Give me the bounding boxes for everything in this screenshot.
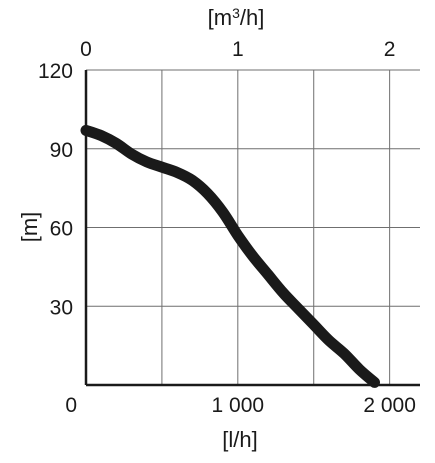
y-axis-label: [m] — [17, 212, 42, 243]
x-tick-label-top: 0 — [80, 38, 92, 61]
y-tick-label: 90 — [50, 139, 73, 162]
x-tick-label-top: 1 — [232, 38, 244, 61]
series — [80, 124, 380, 388]
y-tick-label: 0 — [65, 394, 77, 417]
y-tick-label: 30 — [50, 296, 73, 319]
grid — [86, 69, 420, 385]
x-axis-top-label: [m3/h] — [208, 5, 265, 30]
series-line — [80, 124, 380, 388]
x-axis-bottom-label: [l/h] — [222, 427, 257, 452]
x-tick-label-bottom: 1 000 — [212, 394, 265, 417]
y-tick-label: 120 — [38, 60, 73, 83]
y-tick-label: 60 — [50, 218, 73, 241]
x-tick-label-top: 2 — [384, 38, 396, 61]
tick-labels: 0 30 60 90 120 1 000 2 000 0 1 2 — [38, 38, 416, 417]
x-tick-label-bottom: 2 000 — [363, 394, 416, 417]
axes — [84, 70, 420, 387]
